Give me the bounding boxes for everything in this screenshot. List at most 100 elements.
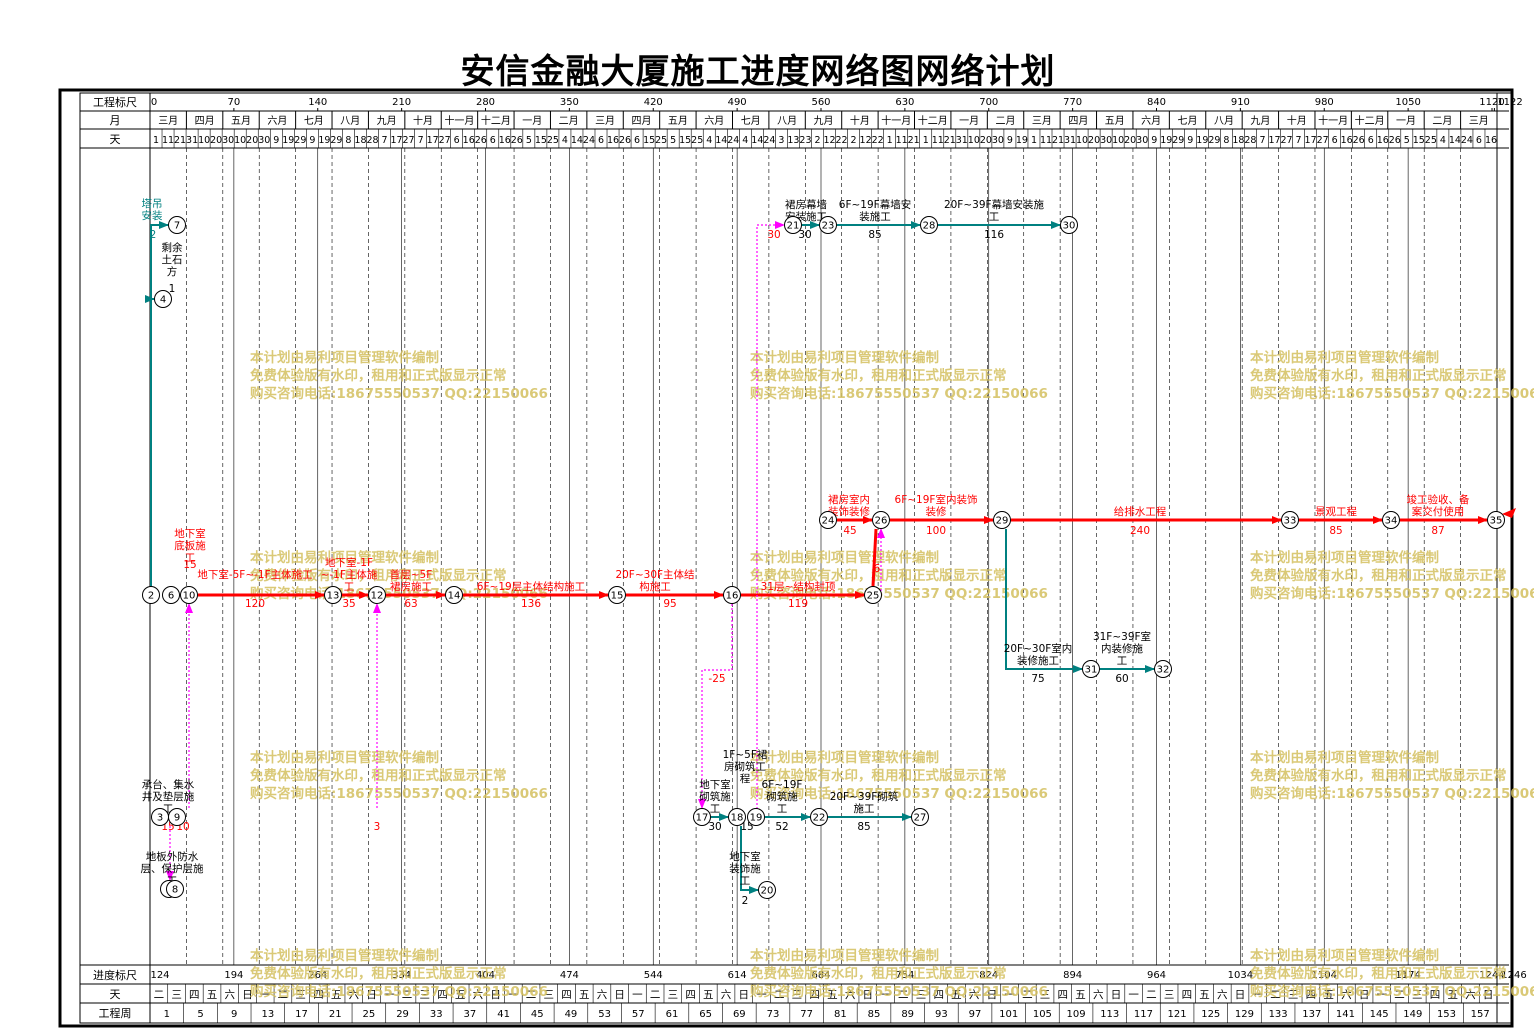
event-node-circle [168,808,186,826]
watermark-text: 购买咨询电话:18675550537 QQ:22150066 [1250,385,1534,402]
day-cell: 30 [258,135,270,146]
event-node-circle [693,808,711,826]
day-cell: 19 [318,135,330,146]
weekday-cell: 六 [1341,989,1352,1001]
activity-label: 35 [342,598,355,610]
event-node-circle [445,586,463,604]
watermark-text: 购买咨询电话:18675550537 QQ:22150066 [1250,785,1534,802]
event-node-number: 30 [1063,221,1076,232]
event-node-circle [810,808,828,826]
event-node-circle [723,586,741,604]
day-cell: 26 [1389,135,1401,146]
activity-label-line: 31F~39F室 [1093,630,1151,643]
week-cell: 73 [767,1009,780,1020]
day-cell: 7 [1296,135,1302,146]
watermark-text: 免费体验版有水印，租用和正式版显示正常 [1250,567,1507,584]
month-cell: 十月 [413,114,433,127]
week-cell: 153 [1437,1009,1456,1020]
activity-label-line: 6 [874,563,881,575]
activity-label-line: 60 [1115,673,1128,685]
weekday-cell: 六 [1217,989,1228,1001]
day-cell: 15 [535,135,547,146]
footer-scale-tick-label: 544 [644,970,663,981]
weekday-cell: 三 [1040,989,1051,1001]
activity-label-line: 裙房室内 [828,493,870,506]
week-cell: 105 [1033,1009,1052,1020]
watermark-text: 免费体验版有水印，租用和正式版显示正常 [750,965,1007,982]
activity-label-line: 30 [798,229,811,241]
activity-label-line: 20F~30F主体结 [615,568,694,581]
day-cell: 25 [655,135,667,146]
activity-label-line: 6F~19F幕墙安 [839,198,911,211]
month-cell: 十二月 [1355,114,1385,127]
activity-label: 20F~39F砌筑施工 [830,790,899,815]
day-cell: 15 [679,135,691,146]
event-node-circle [168,216,186,234]
activity-label-line: 63 [404,598,417,610]
weekday-cell: 二 [526,989,537,1001]
day-cell: 27 [1317,135,1329,146]
week-cell: 125 [1201,1009,1220,1020]
event-node: 10 [180,586,198,604]
activity-label-line: 地板外防水 [146,850,199,863]
month-cell: 九月 [814,115,834,127]
event-node-circle [784,216,802,234]
activity-label: 剩余土石方 [162,241,183,278]
week-cell: 89 [901,1009,914,1020]
weekday-cell: 四 [1182,989,1193,1001]
month-cell: 十一月 [1318,114,1348,127]
activity-label: 31层~结构封顶 [761,580,836,593]
day-cell: 15 [643,135,655,146]
scale-tick-label: 420 [644,97,663,108]
week-cell: 93 [935,1009,948,1020]
month-cell: 一月 [522,115,542,127]
footer-scale-tick-label: 194 [224,970,243,981]
normal-arrow [1005,529,1083,673]
watermark-text: 本计划由易利项目管理软件编制 [750,349,939,366]
activity-label-line: 95 [663,598,676,610]
activity-label: 31F~39F室内装修施工 [1093,630,1151,667]
day-cell: 24 [583,135,595,146]
weekday-cell: 日 [242,989,253,1001]
footer-scale-tick-label: 1034 [1228,970,1253,981]
day-cell: 30 [992,135,1004,146]
weekday-cell: 五 [331,989,342,1001]
activity-label: 1F~5F裙房砌筑工程 [723,748,768,785]
week-cell: 53 [598,1009,611,1020]
weekday-cell: 四 [313,989,324,1001]
event-node: 13 [324,586,342,604]
activity-label-line: 地下室-1F [325,556,373,569]
activity-label-line: 工 [710,803,721,815]
month-cell: 十月 [1287,114,1307,127]
weekday-cell: 日 [1359,989,1370,1001]
activity-label: 1 [169,283,176,295]
activity-label-line: 工 [740,875,751,887]
activity-arrows [145,221,1488,894]
week-cell: 21 [329,1009,342,1020]
day-cell: 12 [860,135,872,146]
day-cell: 17 [1268,135,1280,146]
day-cell: 20 [1124,135,1136,146]
weekday-cell: 五 [579,989,590,1001]
event-node-number: 31 [1085,665,1098,676]
activity-label: 20F~30F主体结构施工 [615,568,694,593]
watermark-text: 购买咨询电话:18675550537 QQ:22150066 [750,385,1048,402]
watermark-text: 免费体验版有水印，租用和正式版显示正常 [250,965,507,982]
watermark-text: 购买咨询电话:18675550537 QQ:22150066 [1250,585,1534,602]
weekday-cell: 一 [632,989,643,1001]
event-node-number: 20 [761,886,774,897]
day-cell: 22 [835,135,847,146]
event-node: 15 [608,586,626,604]
activity-label: 87 [1431,525,1444,537]
event-node-circle [819,511,837,529]
activity-label-line: 31层~结构封顶 [761,580,836,593]
week-cell: 101 [999,1009,1018,1020]
day-cell: 22 [872,135,884,146]
watermark-text: 本计划由易利项目管理软件编制 [750,749,939,766]
event-node-circle [608,586,626,604]
event-node: 27 [911,808,929,826]
day-cell: 2 [814,135,820,146]
event-node: 3 [151,808,169,826]
